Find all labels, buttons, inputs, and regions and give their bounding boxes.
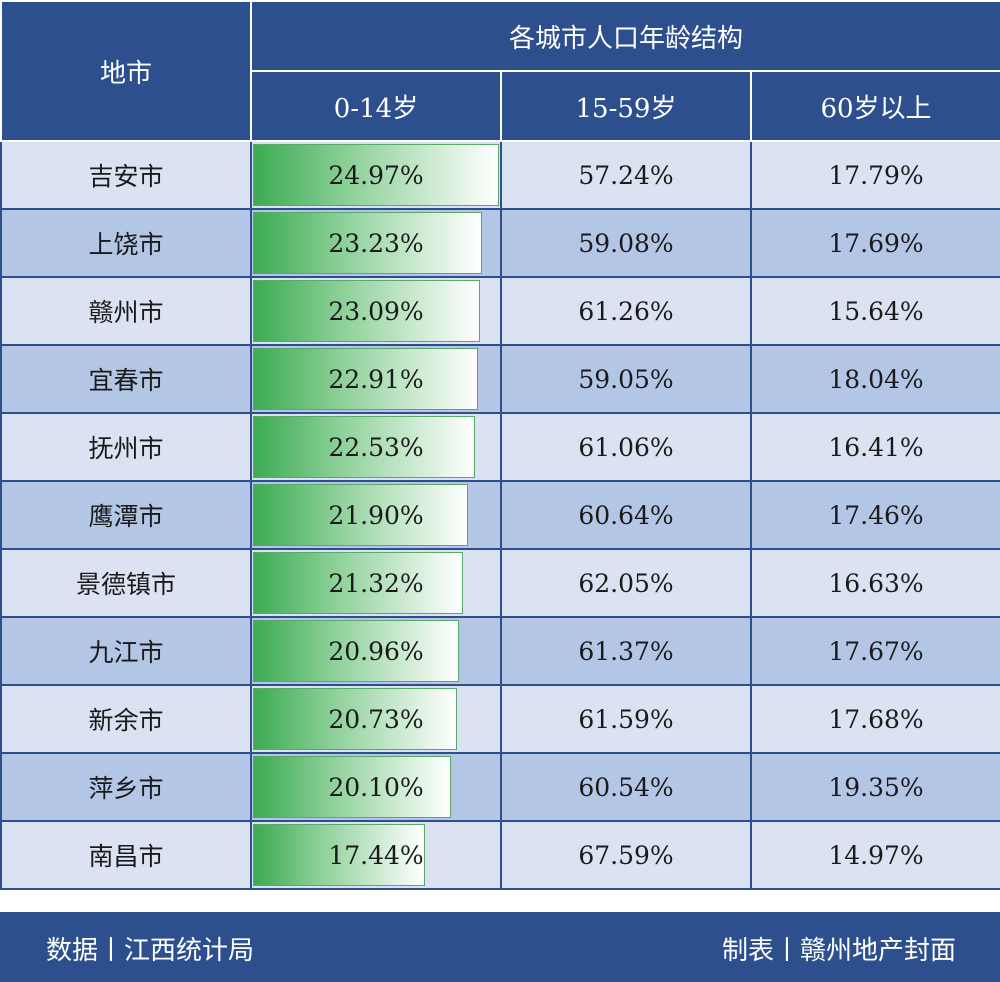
table-credit: 制表丨赣州地产封面: [721, 936, 956, 966]
age-0-14-cell: 20.73%: [250, 684, 502, 754]
age-0-14-cell: 20.96%: [250, 616, 502, 686]
age-0-14-bar: [253, 824, 425, 886]
city-cell: 宜春市: [0, 344, 252, 414]
age-15-59-cell: 61.37%: [500, 616, 752, 686]
age-0-14-value: 20.73%: [328, 704, 424, 734]
age-0-14-bar: [253, 144, 499, 206]
city-cell: 九江市: [0, 616, 252, 686]
age-60-plus-cell: 15.64%: [750, 276, 1000, 346]
city-cell: 赣州市: [0, 276, 252, 346]
age-60-plus-cell: 18.04%: [750, 344, 1000, 414]
age-0-14-value: 22.91%: [328, 364, 424, 394]
age-60-plus-cell: 16.41%: [750, 412, 1000, 482]
age-0-14-bar: [253, 688, 457, 750]
city-cell: 南昌市: [0, 820, 252, 890]
age-0-14-value: 24.97%: [328, 160, 424, 190]
city-cell: 吉安市: [0, 140, 252, 210]
header-age-60-plus: 60岁以上: [750, 70, 1000, 142]
age-15-59-cell: 59.08%: [500, 208, 752, 278]
age-15-59-cell: 67.59%: [500, 820, 752, 890]
age-0-14-value: 20.96%: [328, 636, 424, 666]
age-60-plus-cell: 17.79%: [750, 140, 1000, 210]
city-cell: 抚州市: [0, 412, 252, 482]
age-60-plus-cell: 16.63%: [750, 548, 1000, 618]
table-row: 吉安市 24.97% 57.24% 17.79%: [0, 140, 1000, 210]
age-0-14-bar: [253, 484, 468, 546]
age-15-59-cell: 57.24%: [500, 140, 752, 210]
age-0-14-cell: 22.91%: [250, 344, 502, 414]
age-0-14-value: 21.32%: [328, 568, 424, 598]
age-0-14-bar: [253, 552, 463, 614]
header-age-structure: 各城市人口年龄结构: [250, 0, 1000, 72]
age-60-plus-cell: 17.67%: [750, 616, 1000, 686]
age-60-plus-cell: 14.97%: [750, 820, 1000, 890]
age-0-14-value: 17.44%: [328, 840, 424, 870]
age-0-14-bar: [253, 416, 475, 478]
age-0-14-cell: 21.90%: [250, 480, 502, 550]
age-structure-table: 地市 各城市人口年龄结构 0-14岁 15-59岁 60岁以上 吉安市 24.97…: [0, 0, 1000, 890]
age-0-14-bar: [253, 620, 459, 682]
age-0-14-cell: 20.10%: [250, 752, 502, 822]
header-age-0-14: 0-14岁: [250, 70, 502, 142]
age-15-59-cell: 61.26%: [500, 276, 752, 346]
table-row: 新余市 20.73% 61.59% 17.68%: [0, 684, 1000, 754]
table-row: 抚州市 22.53% 61.06% 16.41%: [0, 412, 1000, 482]
data-source: 数据丨江西统计局: [46, 936, 255, 966]
age-0-14-value: 22.53%: [328, 432, 424, 462]
table-row: 景德镇市 21.32% 62.05% 16.63%: [0, 548, 1000, 618]
age-0-14-cell: 23.09%: [250, 276, 502, 346]
city-cell: 景德镇市: [0, 548, 252, 618]
age-0-14-value: 20.10%: [328, 772, 424, 802]
age-0-14-cell: 22.53%: [250, 412, 502, 482]
age-0-14-bar: [253, 280, 480, 342]
age-0-14-cell: 23.23%: [250, 208, 502, 278]
city-cell: 萍乡市: [0, 752, 252, 822]
age-0-14-value: 23.09%: [328, 296, 424, 326]
age-15-59-cell: 61.06%: [500, 412, 752, 482]
age-0-14-bar: [253, 756, 451, 818]
age-60-plus-cell: 19.35%: [750, 752, 1000, 822]
age-0-14-cell: 21.32%: [250, 548, 502, 618]
footer-bar: 数据丨江西统计局 制表丨赣州地产封面: [0, 912, 1000, 982]
table-row: 宜春市 22.91% 59.05% 18.04%: [0, 344, 1000, 414]
table-row: 九江市 20.96% 61.37% 17.67%: [0, 616, 1000, 686]
table-row: 赣州市 23.09% 61.26% 15.64%: [0, 276, 1000, 346]
age-0-14-value: 23.23%: [328, 228, 424, 258]
age-60-plus-cell: 17.69%: [750, 208, 1000, 278]
city-cell: 鹰潭市: [0, 480, 252, 550]
age-15-59-cell: 61.59%: [500, 684, 752, 754]
header-age-15-59: 15-59岁: [500, 70, 752, 142]
city-cell: 上饶市: [0, 208, 252, 278]
age-15-59-cell: 62.05%: [500, 548, 752, 618]
table-row: 上饶市 23.23% 59.08% 17.69%: [0, 208, 1000, 278]
table-row: 鹰潭市 21.90% 60.64% 17.46%: [0, 480, 1000, 550]
header-city: 地市: [0, 0, 252, 142]
age-15-59-cell: 59.05%: [500, 344, 752, 414]
age-0-14-bar: [253, 348, 478, 410]
city-cell: 新余市: [0, 684, 252, 754]
table-row: 南昌市 17.44% 67.59% 14.97%: [0, 820, 1000, 890]
age-0-14-value: 21.90%: [328, 500, 424, 530]
age-0-14-cell: 24.97%: [250, 140, 502, 210]
age-60-plus-cell: 17.46%: [750, 480, 1000, 550]
age-0-14-bar: [253, 212, 482, 274]
age-15-59-cell: 60.64%: [500, 480, 752, 550]
table-row: 萍乡市 20.10% 60.54% 19.35%: [0, 752, 1000, 822]
age-15-59-cell: 60.54%: [500, 752, 752, 822]
age-60-plus-cell: 17.68%: [750, 684, 1000, 754]
age-0-14-cell: 17.44%: [250, 820, 502, 890]
